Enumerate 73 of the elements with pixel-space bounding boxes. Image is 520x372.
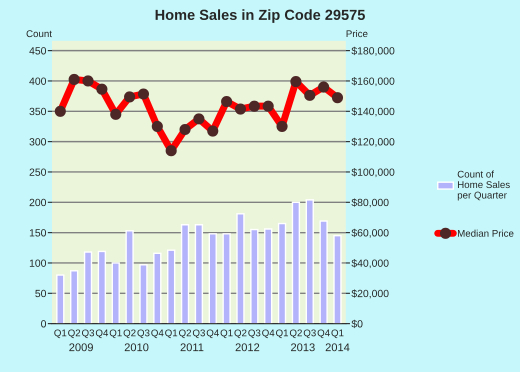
y-tick-label: 350 bbox=[29, 108, 46, 116]
legend-label: Count of Home Sales per Quarter bbox=[458, 170, 510, 200]
legend-label: Median Price bbox=[458, 230, 514, 237]
bar bbox=[84, 251, 92, 324]
y2-tick-label: $0 bbox=[351, 320, 363, 328]
y2-tick-label: $80,000 bbox=[351, 198, 389, 208]
y2-tick-label: $160,000 bbox=[351, 77, 394, 86]
bar bbox=[278, 222, 286, 324]
bar bbox=[125, 230, 134, 324]
x-tick-label: Q1 bbox=[276, 329, 288, 338]
bar bbox=[208, 233, 217, 324]
y-tick-label: 300 bbox=[29, 138, 46, 146]
bar bbox=[167, 250, 176, 324]
text: 2014 bbox=[326, 343, 350, 352]
bar bbox=[180, 224, 190, 324]
bar bbox=[222, 233, 231, 324]
x-tick-label: Q3 bbox=[82, 329, 94, 338]
x-tick-label: Q4 bbox=[206, 329, 219, 338]
y-tick-label: 250 bbox=[30, 168, 46, 176]
x-tick-label: Q4 bbox=[262, 329, 274, 338]
y-tick-label: 150 bbox=[30, 229, 46, 237]
y2-tick-label: $20,000 bbox=[351, 289, 389, 298]
y-axis-title: Count bbox=[26, 30, 52, 38]
text: 2010 bbox=[124, 343, 148, 352]
x-tick-label: Q4 bbox=[318, 329, 330, 338]
bar bbox=[306, 199, 314, 324]
x-tick-label: Q1 bbox=[220, 329, 233, 338]
y2-tick-label: $40,000 bbox=[351, 259, 389, 268]
y2-tick-label: $140,000 bbox=[351, 107, 394, 116]
bar bbox=[56, 274, 64, 324]
x-tick-label: Q4 bbox=[96, 329, 108, 338]
bar bbox=[250, 228, 258, 324]
x-tick-label: Q2 bbox=[68, 329, 80, 338]
text: 2012 bbox=[236, 343, 260, 352]
bar bbox=[236, 213, 245, 324]
y2-tick-label: $120,000 bbox=[351, 138, 394, 147]
x-tick-label: Q3 bbox=[192, 329, 205, 338]
chart-title: Home Sales in Zip Code 29575 bbox=[156, 9, 365, 23]
text: 2009 bbox=[69, 343, 93, 352]
y-tick-label: 400 bbox=[29, 77, 46, 85]
bar bbox=[194, 224, 204, 324]
x-tick-label: Q3 bbox=[304, 329, 316, 338]
bar bbox=[112, 262, 120, 324]
x-tick-label: Q2 bbox=[234, 329, 246, 338]
x-tick-label: Q4 bbox=[151, 329, 164, 338]
bar bbox=[264, 228, 272, 324]
text: 2011 bbox=[180, 343, 204, 352]
y2-tick-label: $180,000 bbox=[351, 46, 394, 56]
x-tick-label: Q2 bbox=[290, 329, 302, 338]
x-tick-label: Q1 bbox=[331, 329, 344, 338]
x-tick-label: Q1 bbox=[110, 329, 122, 338]
bar bbox=[139, 264, 148, 324]
x-tick-label: Q1 bbox=[54, 329, 66, 338]
y-tick-label: 100 bbox=[30, 259, 46, 267]
bar bbox=[153, 252, 162, 324]
y2-tick-label: $60,000 bbox=[351, 228, 389, 238]
bar bbox=[98, 250, 106, 324]
x-tick-label: Q1 bbox=[165, 329, 178, 338]
x-tick-label: Q2 bbox=[179, 329, 192, 338]
bar bbox=[292, 202, 300, 324]
y2-tick-label: $100,000 bbox=[351, 168, 394, 178]
x-tick-label: Q3 bbox=[137, 329, 150, 338]
text: 2013 bbox=[291, 343, 315, 352]
x-tick-label: Q2 bbox=[124, 329, 136, 338]
bar bbox=[70, 270, 78, 324]
y-tick-label: 0 bbox=[41, 320, 46, 328]
y-tick-label: 450 bbox=[29, 47, 46, 55]
y2-axis-title: Price bbox=[346, 30, 368, 38]
bar bbox=[333, 234, 342, 324]
y-tick-label: 50 bbox=[35, 290, 46, 298]
y-tick-label: 200 bbox=[30, 198, 46, 206]
x-tick-label: Q3 bbox=[248, 329, 260, 338]
bar bbox=[319, 220, 328, 324]
